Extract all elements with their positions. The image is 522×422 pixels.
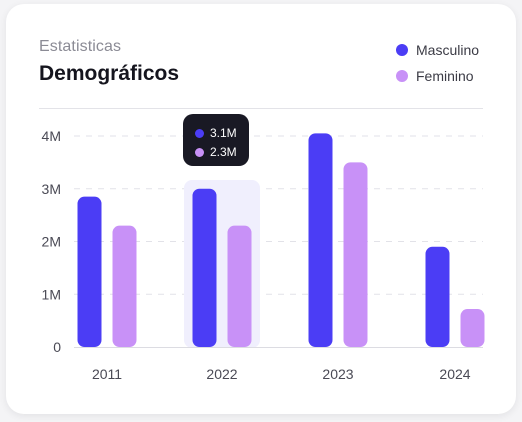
bar-masculino-2011 — [77, 196, 102, 347]
bar-feminino-2023 — [343, 162, 368, 347]
legend-label: Feminino — [416, 68, 474, 84]
tooltip-dot-icon — [195, 128, 204, 138]
chart-title: Demográficos — [39, 62, 180, 85]
bar-feminino-2022 — [227, 225, 252, 347]
bar-masculino-2023 — [308, 133, 333, 347]
x-tick-label: 2022 — [206, 366, 237, 382]
bar-feminino-2011 — [112, 225, 137, 347]
legend-item-feminino[interactable]: Feminino — [396, 66, 479, 86]
header-divider — [39, 108, 483, 109]
tooltip-row-masculino: 3.1M — [195, 126, 237, 140]
y-tick-label: 1M — [42, 286, 61, 302]
bar-feminino-2024 — [460, 309, 485, 347]
tooltip-dot-icon — [195, 147, 204, 157]
x-tick-label: 2023 — [322, 366, 353, 382]
chart-legend: Masculino Feminino — [396, 40, 479, 92]
x-tick-label: 2024 — [439, 366, 470, 382]
chart-tooltip: 3.1M 2.3M — [183, 114, 249, 166]
chart-subtitle: Estatisticas — [39, 38, 122, 55]
legend-dot-icon — [396, 44, 408, 56]
y-tick-label: 0 — [53, 339, 61, 355]
legend-item-masculino[interactable]: Masculino — [396, 40, 479, 60]
tooltip-value: 2.3M — [210, 145, 237, 159]
y-tick-label: 2M — [42, 234, 61, 250]
legend-label: Masculino — [416, 42, 480, 58]
y-tick-label: 3M — [42, 181, 61, 197]
bar-masculino-2022 — [192, 188, 217, 347]
tooltip-value: 3.1M — [210, 126, 237, 140]
legend-dot-icon — [396, 70, 408, 82]
tooltip-row-feminino: 2.3M — [195, 145, 237, 159]
bar-masculino-2024 — [425, 246, 450, 347]
y-tick-label: 4M — [42, 128, 61, 144]
x-tick-label: 2011 — [92, 366, 122, 382]
